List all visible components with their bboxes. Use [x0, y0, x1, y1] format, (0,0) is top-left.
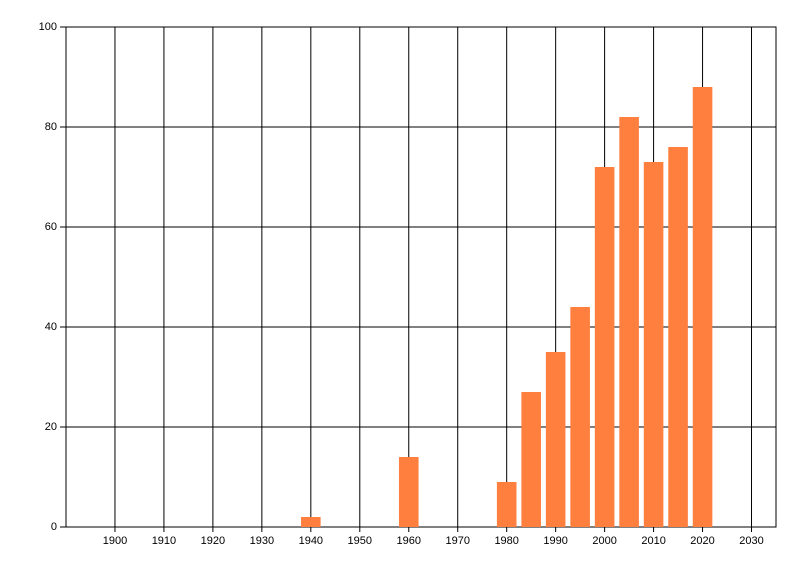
- x-tick-label: 1960: [397, 535, 421, 547]
- x-tick-label: 1940: [299, 535, 323, 547]
- x-tick-label: 1910: [152, 535, 176, 547]
- y-tick-label: 100: [39, 21, 57, 33]
- x-tick-label: 2030: [739, 535, 763, 547]
- bar: [496, 482, 517, 527]
- y-tick-label: 60: [45, 221, 57, 233]
- y-tick-label: 80: [45, 121, 57, 133]
- x-tick-label: 1930: [250, 535, 274, 547]
- x-tick-label: 1900: [103, 535, 127, 547]
- x-tick-label: 1920: [201, 535, 225, 547]
- plot-border: [65, 26, 777, 528]
- y-tick-label: 0: [51, 521, 57, 533]
- x-tick-label: 2000: [592, 535, 616, 547]
- x-tick-label: 2010: [641, 535, 665, 547]
- x-tick-label: 1990: [543, 535, 567, 547]
- bar: [521, 392, 541, 527]
- y-tick-label: 20: [45, 421, 57, 433]
- x-tick-label: 1950: [348, 535, 372, 547]
- bar: [594, 167, 615, 527]
- bar: [301, 517, 321, 527]
- x-tick-label: 2020: [690, 535, 714, 547]
- y-tick-label: 40: [45, 321, 57, 333]
- bar: [570, 307, 590, 527]
- bar: [619, 117, 639, 527]
- bar: [668, 147, 688, 527]
- bar: [692, 87, 713, 527]
- bar: [398, 457, 419, 527]
- bar: [545, 352, 566, 527]
- bar: [643, 162, 664, 527]
- x-tick-label: 1980: [494, 535, 518, 547]
- x-tick-label: 1970: [445, 535, 469, 547]
